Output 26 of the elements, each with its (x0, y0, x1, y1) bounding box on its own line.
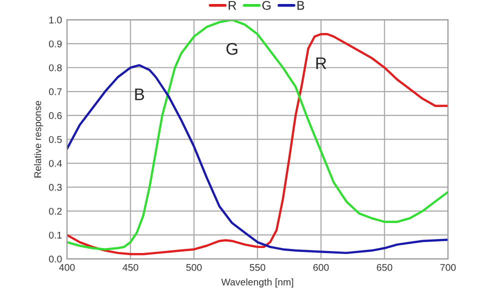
y-tick-label: 0.9 (49, 40, 62, 48)
x-tick-label: 550 (250, 264, 266, 271)
y-tick-label: 0.2 (49, 208, 62, 215)
y-tick-label: 0.0 (49, 256, 62, 263)
y-tick-label: 0.1 (49, 232, 62, 239)
x-tick-label: 500 (186, 264, 202, 271)
x-tick-label: 650 (376, 264, 392, 271)
x-tick-label: 700 (440, 264, 456, 271)
y-tick-label: 0.7 (49, 88, 62, 96)
text: R (316, 58, 326, 70)
y-tick-label: 0.5 (49, 136, 62, 143)
y-tick-label: 0.4 (49, 160, 62, 167)
x-tick-label: 400 (59, 264, 75, 271)
text: B (135, 88, 144, 100)
legend-label: B (297, 1, 304, 10)
x-axis-title: Wavelength [nm] (221, 278, 294, 288)
y-tick-label: 0.6 (49, 112, 62, 120)
y-tick-label: 0.3 (49, 184, 62, 191)
y-tick-label: 1.0 (49, 16, 62, 24)
y-tick-label: 0.8 (49, 64, 62, 72)
legend-label: R (228, 1, 236, 10)
text: G (226, 43, 238, 55)
x-tick-label: 600 (313, 264, 329, 271)
legend-label: G (262, 0, 271, 10)
x-tick-label: 450 (122, 264, 138, 271)
y-axis-title: Relative response (34, 100, 44, 178)
